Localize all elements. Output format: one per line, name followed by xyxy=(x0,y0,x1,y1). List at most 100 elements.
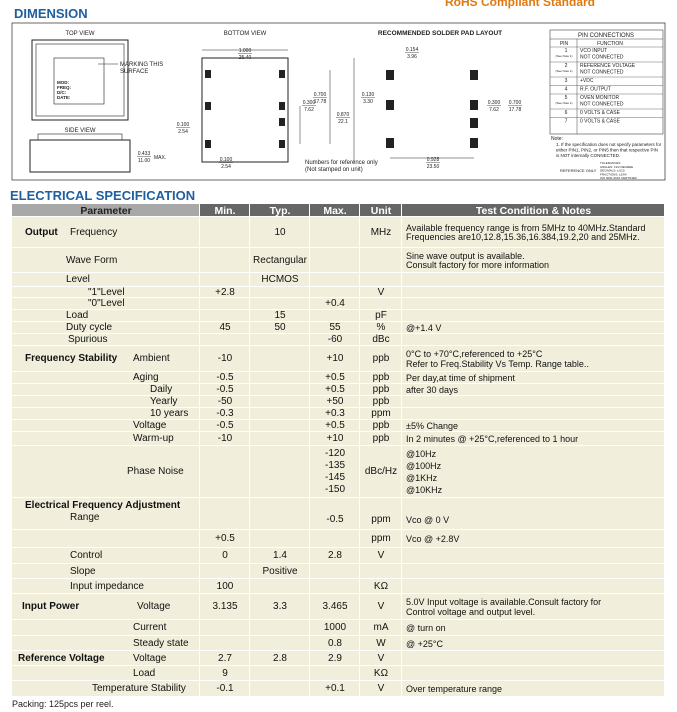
cell xyxy=(310,432,360,446)
header-cell xyxy=(12,204,200,217)
note-text: Consult factory for more information xyxy=(406,260,550,271)
pin-function: R.F. OUTPUT xyxy=(580,87,611,93)
cell xyxy=(360,322,402,334)
cell xyxy=(402,530,665,548)
cell xyxy=(402,564,665,579)
note-text: @100Hz xyxy=(406,461,442,471)
cell-value: +0.1 xyxy=(325,683,345,694)
cell xyxy=(360,432,402,446)
cell xyxy=(12,287,200,298)
cell-value: 0 xyxy=(222,550,228,561)
cell xyxy=(12,298,200,310)
cell xyxy=(310,217,360,248)
cell-value: -0.5 xyxy=(216,372,234,383)
cell xyxy=(360,420,402,432)
dim-mm: 17.78 xyxy=(509,107,522,113)
cell xyxy=(200,334,250,346)
cell xyxy=(12,334,200,346)
pin-function: 0 VOLTS & CASE xyxy=(580,119,621,125)
cell-value: 3.465 xyxy=(322,601,348,612)
note-text: Frequencies are10,12.8,15.36,16.384,19.2… xyxy=(406,232,640,243)
cell-value: mA xyxy=(373,622,389,633)
dim-mm: 7.62 xyxy=(304,107,314,113)
cell xyxy=(200,248,250,273)
cell-value: +0.4 xyxy=(325,298,345,309)
pin-number: 1 xyxy=(565,48,568,54)
cell xyxy=(250,681,310,697)
note-text: Control voltage and output level. xyxy=(406,606,536,617)
cell-value: ppb xyxy=(372,372,390,383)
cell-value: -0.5 xyxy=(216,420,234,431)
cell xyxy=(200,636,250,651)
view-label: RECOMMENDED SOLDER PAD LAYOUT xyxy=(378,30,502,37)
note-text: Per day,at time of shipment xyxy=(406,373,515,383)
cell xyxy=(200,346,250,372)
row-parameter: Daily xyxy=(150,384,173,395)
cell xyxy=(402,498,665,530)
row-parameter: Slope xyxy=(70,565,96,577)
cell-value: 50 xyxy=(274,322,286,333)
cell xyxy=(360,579,402,594)
cell xyxy=(310,530,360,548)
cell xyxy=(200,579,250,594)
pin-see: (See Note 1) xyxy=(555,69,572,73)
cell xyxy=(360,530,402,548)
cell-value: V xyxy=(377,652,385,664)
cell xyxy=(402,334,665,346)
cell-value: -0.5 xyxy=(216,384,234,395)
row-parameter: Frequency xyxy=(70,226,118,238)
cell xyxy=(12,651,200,666)
cell-value: -0.5 xyxy=(326,514,344,525)
cell-value: +0.5 xyxy=(325,384,345,395)
note-text: @1KHz xyxy=(406,473,438,483)
cell xyxy=(310,372,360,384)
dim-inch: 0.928 xyxy=(427,157,440,163)
cell-value: ppb xyxy=(372,396,390,407)
dim-mm: 2.54 xyxy=(221,164,231,170)
cell xyxy=(12,322,200,334)
cell xyxy=(360,346,402,372)
cell-value: KΩ xyxy=(373,667,389,679)
marking-area xyxy=(53,57,105,105)
cell xyxy=(402,372,665,384)
row-parameter: Spurious xyxy=(68,334,108,345)
dim-inch: 0.154 xyxy=(406,47,419,53)
cell-value: 1.4 xyxy=(273,550,287,561)
cell-value: % xyxy=(376,322,386,333)
note-text: @+1.4 V xyxy=(406,323,442,333)
solder-pads xyxy=(386,70,478,148)
cell-value: 2.8 xyxy=(273,652,287,664)
tolerance: DECIMALS: ±.010 xyxy=(600,169,625,173)
cell xyxy=(200,396,250,408)
cell-value: 45 xyxy=(219,322,231,333)
cell-value: -120 xyxy=(324,448,345,459)
cell xyxy=(360,636,402,651)
row-parameter: Control xyxy=(70,550,103,561)
cell xyxy=(250,432,310,446)
note-text: Available frequency range is from 5MHz t… xyxy=(406,222,646,233)
dim-mm: 17.78 xyxy=(314,99,327,105)
cell xyxy=(250,620,310,636)
row-parameter: Duty cycle xyxy=(66,322,113,333)
cell xyxy=(12,636,200,651)
cell xyxy=(12,273,200,287)
cell xyxy=(402,217,665,248)
pin-head: FUNCTION xyxy=(597,41,623,47)
banner: RoHS Compliant Standard xyxy=(445,0,596,9)
cell xyxy=(310,334,360,346)
cell-value: 55 xyxy=(329,322,341,333)
cell-value: 3.135 xyxy=(212,601,238,612)
cell xyxy=(200,298,250,310)
note-text: 1. If the specification does not specify… xyxy=(556,142,662,147)
reference-note: (Not stamped on unit) xyxy=(305,167,363,173)
cell xyxy=(200,530,250,548)
top-view-body xyxy=(31,39,129,121)
cell xyxy=(402,248,665,273)
cell-value: +0.3 xyxy=(325,408,345,419)
row-parameter: Yearly xyxy=(150,396,178,407)
row-parameter: Voltage xyxy=(137,601,171,612)
row-group: Reference Voltage xyxy=(18,652,105,664)
cell-value: +10 xyxy=(326,353,344,364)
row-parameter: Ambient xyxy=(133,353,170,364)
cell xyxy=(12,217,200,248)
